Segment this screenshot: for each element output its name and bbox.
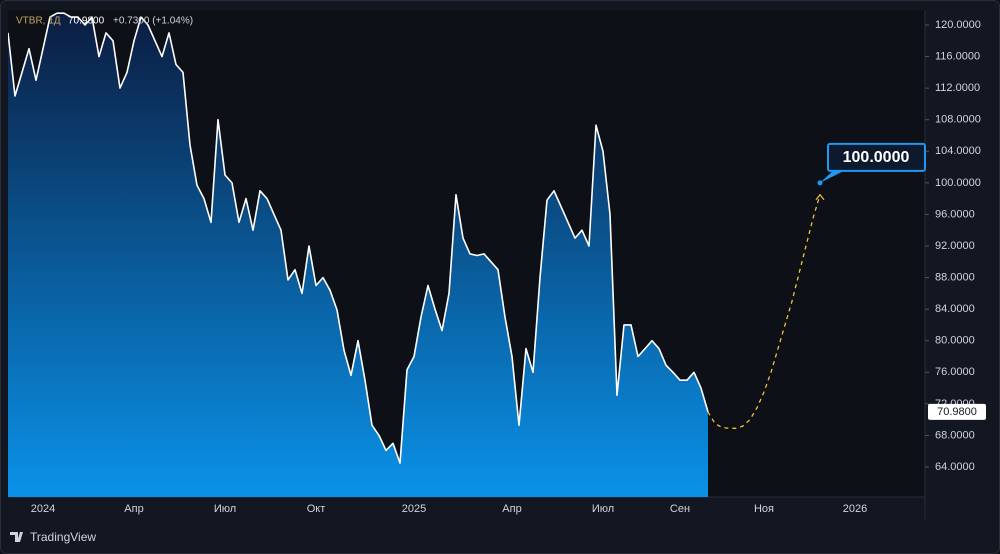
y-tick-label: 80.0000 (935, 335, 975, 347)
y-tick-label: 104.0000 (935, 145, 981, 157)
y-tick-label: 88.0000 (935, 271, 975, 283)
logo: TradingView (10, 530, 96, 544)
y-tick-label: 76.0000 (935, 366, 975, 378)
price-line (8, 12, 709, 464)
annotation-box (827, 142, 926, 172)
x-tick-label: Сен (670, 503, 690, 515)
annotation-point (817, 180, 823, 186)
x-tick-label: Июл (592, 503, 614, 515)
plot (8, 12, 821, 497)
forecast-line (707, 194, 821, 429)
x-tick-label: 2024 (31, 503, 55, 515)
x-tick-label: 2026 (843, 503, 867, 515)
change: +0.7300 (+1.04%) (113, 16, 193, 27)
last-price-box (928, 403, 986, 420)
y-tick-label: 84.0000 (935, 303, 975, 315)
y-tick-label: 68.0000 (935, 429, 975, 441)
y-tick-label: 64.0000 (935, 461, 975, 473)
x-tick-label: Апр (124, 503, 143, 515)
y-tick-label: 112.0000 (935, 82, 980, 94)
symbol: VTBR, 1Д (16, 16, 61, 27)
annotation-label: 100.0000 (843, 149, 910, 166)
x-tick-label: 2025 (402, 503, 426, 515)
y-tick-label: 116.0000 (935, 50, 980, 62)
price: 70.9800 (68, 16, 105, 27)
last-price-label: 70.9800 (937, 406, 977, 418)
x-tick-label: Июл (214, 503, 236, 515)
x-tick-label: Окт (307, 503, 326, 515)
y-tick-label: 92.0000 (935, 240, 975, 252)
area-fill (8, 13, 708, 497)
y-tick-label: 100.0000 (935, 177, 981, 189)
brand: TradingView (30, 530, 96, 544)
y-tick-label: 120.0000 (935, 19, 981, 31)
annotation-pointer (820, 169, 846, 183)
forecast-arrowhead (815, 193, 825, 201)
y-tick-label: 108.0000 (935, 114, 981, 126)
x-tick-label: Апр (502, 503, 521, 515)
logo-icon (10, 532, 23, 542)
y-tick-label: 96.0000 (935, 208, 975, 220)
x-tick-label: Ноя (754, 503, 774, 515)
